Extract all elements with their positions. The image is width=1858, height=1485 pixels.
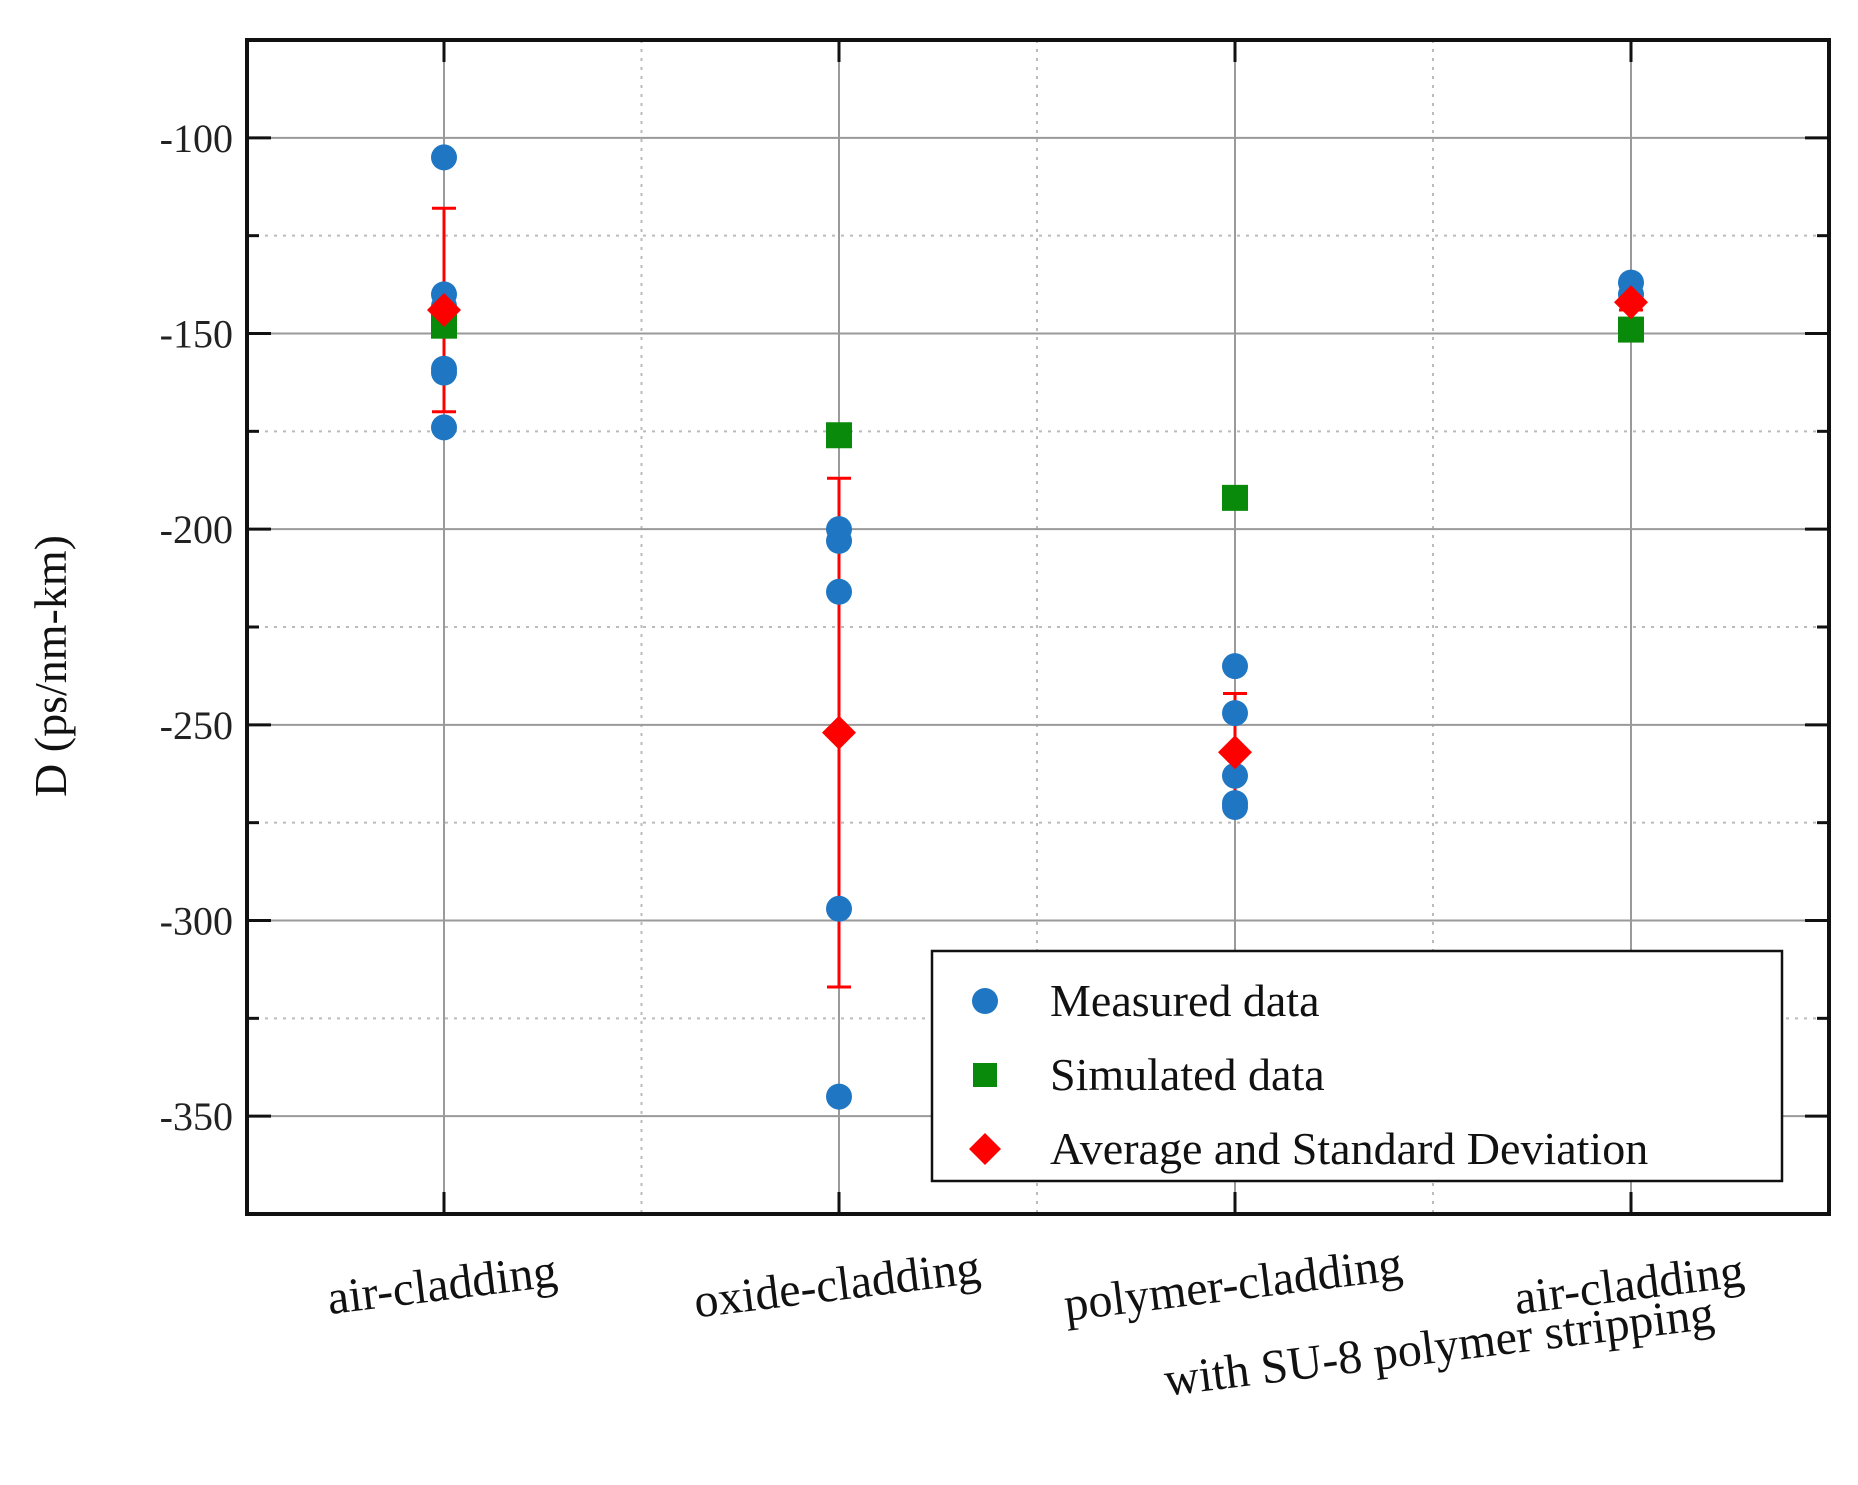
measured-point: [431, 414, 457, 441]
measured-point: [826, 895, 852, 922]
y-tick-label: -200: [160, 507, 233, 552]
x-category-label: polymer-cladding: [1061, 1238, 1405, 1332]
axis-layer: [245, 38, 1831, 1216]
y-tick-label: -150: [160, 312, 233, 357]
average-point: [427, 293, 461, 328]
simulated-point: [1222, 484, 1248, 511]
legend-marker-simulated: [973, 1063, 997, 1087]
average-point: [1614, 285, 1648, 320]
measured-point: [431, 144, 457, 171]
measured-point: [1222, 700, 1248, 727]
measured-point: [826, 527, 852, 554]
x-category-label: air-cladding: [324, 1244, 560, 1325]
measured-point: [1222, 653, 1248, 680]
simulated-point: [1618, 316, 1644, 343]
average-point: [1218, 735, 1252, 770]
measured-point: [1222, 762, 1248, 789]
legend-label: Simulated data: [1050, 1049, 1325, 1100]
y-tick-label: -350: [160, 1094, 233, 1139]
y-axis-title: D (ps/nm-km): [25, 535, 76, 797]
legend-label: Average and Standard Deviation: [1050, 1123, 1648, 1174]
y-tick-label: -100: [160, 116, 233, 161]
simulated-point: [826, 422, 852, 449]
legend-label: Measured data: [1050, 975, 1320, 1026]
legend-marker-measured: [972, 988, 998, 1014]
x-category-label: oxide-cladding: [691, 1241, 983, 1329]
marker-layer: [427, 144, 1648, 1110]
legend-marker-average: [969, 1133, 1001, 1165]
average-point: [822, 715, 856, 750]
legend: Measured data Simulated data Average and S…: [930, 949, 1784, 1183]
y-tick-label: -250: [160, 703, 233, 748]
measured-point: [431, 359, 457, 386]
measured-point: [826, 1083, 852, 1110]
y-tick-label: -300: [160, 899, 233, 944]
legend-box: [930, 949, 1784, 1183]
measured-point: [826, 578, 852, 605]
measured-point: [1222, 794, 1248, 821]
